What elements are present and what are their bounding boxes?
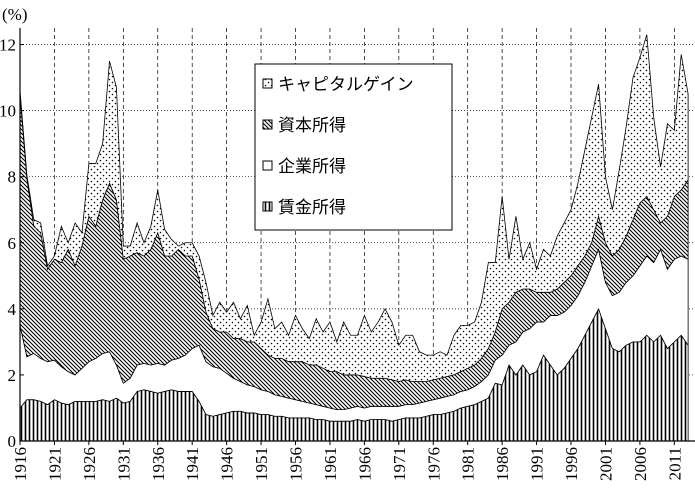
legend-swatch [262, 160, 273, 171]
legend-swatch [262, 119, 273, 130]
x-tick-label: 1931 [114, 447, 133, 481]
y-tick-label: 8 [8, 168, 17, 187]
x-tick-label: 1936 [149, 447, 168, 481]
x-tick-label: 2001 [596, 447, 615, 481]
legend-label: 賃金所得 [278, 198, 346, 217]
legend-swatch [262, 78, 273, 89]
y-tick-label: 4 [8, 300, 17, 319]
x-tick-label: 2006 [631, 447, 650, 481]
x-tick-label: 1926 [80, 447, 99, 481]
x-tick-label: 1921 [45, 447, 64, 481]
x-tick-label: 1916 [11, 447, 30, 481]
legend-label: キャピタルゲイン [278, 75, 414, 94]
x-tick-label: 1986 [493, 447, 512, 481]
y-tick-label: 2 [8, 366, 17, 385]
x-tick-label: 1981 [459, 447, 478, 481]
axes: 0 2 4 6 8 10 12 1916 1921 1926 1931 1936 1941 1946 195… [0, 28, 695, 481]
x-tick-label: 1991 [528, 447, 547, 481]
y-tick-label: 10 [0, 102, 16, 121]
y-axis-label: (%) [2, 5, 27, 24]
x-tick-label: 1976 [424, 447, 443, 481]
legend-label: 資本所得 [278, 116, 346, 135]
y-tick-label: 0 [8, 432, 17, 451]
x-tick-label: 1956 [287, 447, 306, 481]
y-tick-label: 6 [8, 234, 17, 253]
x-tick-label: 1951 [252, 447, 271, 481]
x-tick-label: 1971 [390, 447, 409, 481]
legend-swatch [262, 201, 273, 212]
x-tick-label: 1966 [355, 447, 374, 481]
legend-label: 企業所得 [278, 157, 346, 176]
y-tick-label: 12 [0, 36, 16, 55]
area [19, 34, 689, 382]
x-tick-label: 1946 [218, 447, 237, 481]
x-tick-label: 1996 [562, 447, 581, 481]
x-tick-label: 2011 [665, 447, 684, 480]
legend-box [254, 63, 453, 231]
x-tick-label: 1961 [321, 447, 340, 481]
x-tick-label: 1941 [183, 447, 202, 481]
